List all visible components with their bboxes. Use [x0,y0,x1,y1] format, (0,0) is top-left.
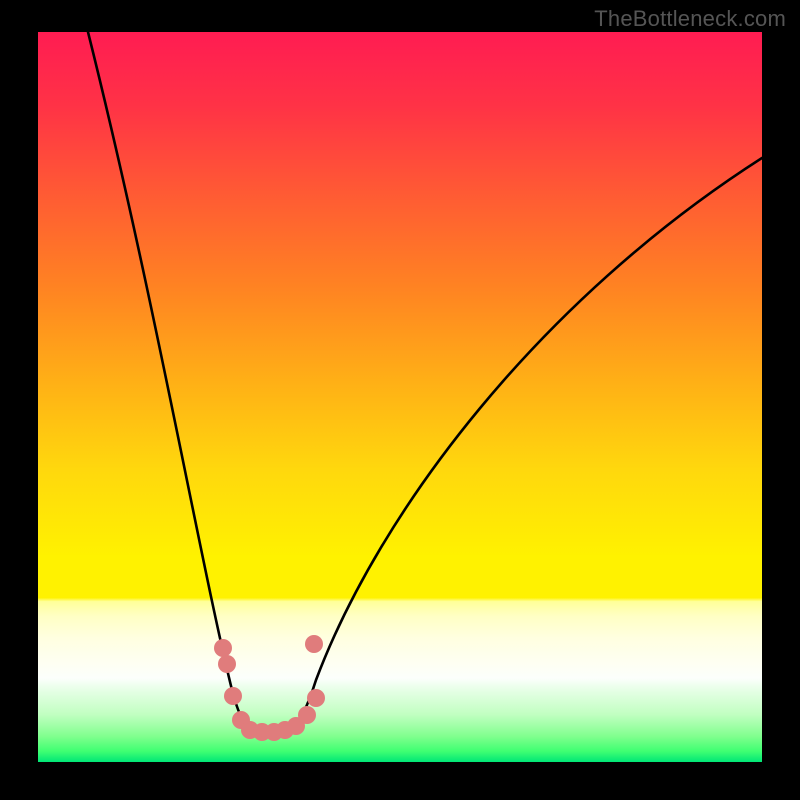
valley-marker [298,706,316,724]
watermark-text: TheBottleneck.com [594,6,786,32]
valley-marker [218,655,236,673]
valley-marker [214,639,232,657]
bottleneck-v-curve-chart [38,32,762,762]
chart-background-gradient [38,32,762,762]
valley-marker [307,689,325,707]
chart-container [38,32,762,762]
valley-marker [305,635,323,653]
valley-marker [224,687,242,705]
